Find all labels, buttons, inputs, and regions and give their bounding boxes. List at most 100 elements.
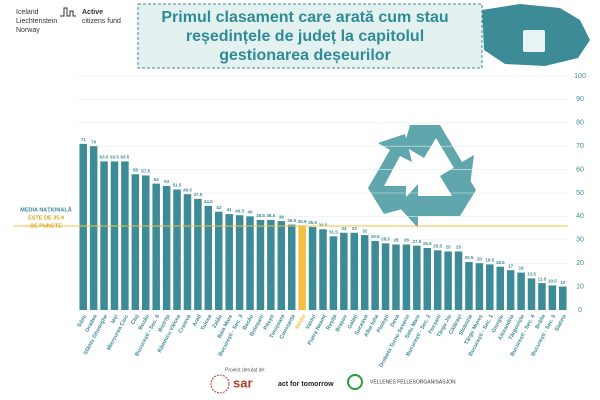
value-label: 71 xyxy=(81,137,87,142)
bar xyxy=(79,143,87,310)
value-label: 25.5 xyxy=(433,244,442,249)
bar xyxy=(413,245,421,310)
x-tick-label: Cluj xyxy=(130,313,140,325)
value-label: 20 xyxy=(477,256,483,261)
bar xyxy=(131,174,140,310)
bar xyxy=(475,263,484,310)
bar xyxy=(444,251,452,310)
x-tick-label: Deva xyxy=(390,313,402,328)
y-tick-label: 80 xyxy=(576,120,584,127)
y-tick-label: 10 xyxy=(576,283,584,290)
value-label: 51.5 xyxy=(173,183,182,188)
fund-name: Active xyxy=(82,9,103,16)
bar xyxy=(527,278,536,310)
reference-label: MEDIA NAȚIONALĂ xyxy=(20,206,71,213)
bar xyxy=(517,272,525,310)
bar xyxy=(423,247,432,310)
partner-name: sar xyxy=(233,375,253,390)
bar xyxy=(538,283,546,310)
bar xyxy=(402,244,411,310)
bar xyxy=(183,194,192,310)
fund-name: citizens fund xyxy=(82,18,121,25)
bar xyxy=(100,161,108,310)
value-label: 27.5 xyxy=(412,239,421,244)
value-label: 28 xyxy=(404,238,410,243)
value-label: 35.5 xyxy=(308,220,317,225)
value-label: 31.5 xyxy=(329,229,338,234)
value-label: 57.5 xyxy=(141,169,150,174)
bar xyxy=(204,205,213,310)
value-label: 49.5 xyxy=(183,187,192,192)
bar xyxy=(89,146,98,310)
value-label: 17 xyxy=(508,263,514,268)
value-label: 42 xyxy=(216,205,222,210)
bar xyxy=(433,250,442,310)
value-label: 35.9 xyxy=(298,219,307,224)
value-label: 63.5 xyxy=(110,155,119,160)
title-box xyxy=(137,3,483,69)
bar xyxy=(298,225,306,310)
bar xyxy=(371,240,379,310)
bar xyxy=(329,236,338,310)
bar xyxy=(235,215,244,310)
footer-label: Proiect derulat de: xyxy=(225,367,266,373)
logo-icon xyxy=(60,7,76,17)
y-tick-label: 40 xyxy=(576,213,584,220)
bar xyxy=(267,219,275,310)
y-tick-label: 90 xyxy=(576,96,584,103)
value-label: 53 xyxy=(164,179,170,184)
bar xyxy=(110,161,119,310)
bin-icon xyxy=(523,30,545,52)
value-label: 11.5 xyxy=(538,276,547,281)
value-label: 38.5 xyxy=(256,213,265,218)
bar xyxy=(392,244,400,310)
value-label: 58 xyxy=(133,167,139,172)
bar xyxy=(559,286,567,310)
value-label: 19.5 xyxy=(485,258,494,263)
bar xyxy=(308,226,317,310)
bar xyxy=(121,161,129,310)
x-tick-label: Sibiu xyxy=(77,314,89,329)
x-tick-label: Slatina xyxy=(554,313,568,333)
value-label: 28.5 xyxy=(381,236,390,241)
bar xyxy=(162,185,171,310)
reference-label: ESTE DE 35.9 xyxy=(28,215,64,221)
value-label: 40.5 xyxy=(235,208,244,213)
value-label: 38.5 xyxy=(266,213,275,218)
y-tick-label: 50 xyxy=(576,190,584,197)
y-tick-label: 20 xyxy=(576,260,584,267)
value-label: 10.5 xyxy=(548,279,557,284)
bar xyxy=(142,175,150,310)
bar xyxy=(506,270,515,310)
value-label: 54 xyxy=(154,177,160,182)
bar xyxy=(173,189,181,310)
donor-name: Liechtenstein xyxy=(16,18,57,25)
bar xyxy=(340,232,348,310)
bar xyxy=(277,221,286,310)
bar xyxy=(256,219,265,310)
value-label: 29.5 xyxy=(371,234,380,239)
value-label: 44.5 xyxy=(204,199,213,204)
value-label: 26.5 xyxy=(423,241,432,246)
x-tick-label: Miercurea Ciuc xyxy=(106,314,130,352)
x-tick-label: Arad xyxy=(192,314,203,328)
value-label: 28 xyxy=(393,238,399,243)
value-label: 34.5 xyxy=(319,222,328,227)
bar xyxy=(548,285,557,310)
donor-logo: Iceland Liechtenstein Norway Active citi… xyxy=(16,7,121,34)
partner-icon xyxy=(210,374,230,394)
bar xyxy=(319,229,327,310)
partner-name: act for tomorrow xyxy=(278,381,334,388)
bar xyxy=(381,243,390,310)
value-label: 25 xyxy=(446,245,452,250)
bar xyxy=(152,183,160,310)
y-tick-label: 100 xyxy=(574,73,586,80)
bar xyxy=(360,235,369,310)
value-label: 41 xyxy=(227,207,233,212)
value-label: 13.5 xyxy=(527,272,536,277)
y-tick-label: 0 xyxy=(578,307,582,314)
bar xyxy=(454,251,463,310)
value-label: 47.5 xyxy=(194,192,203,197)
bar xyxy=(194,198,202,310)
